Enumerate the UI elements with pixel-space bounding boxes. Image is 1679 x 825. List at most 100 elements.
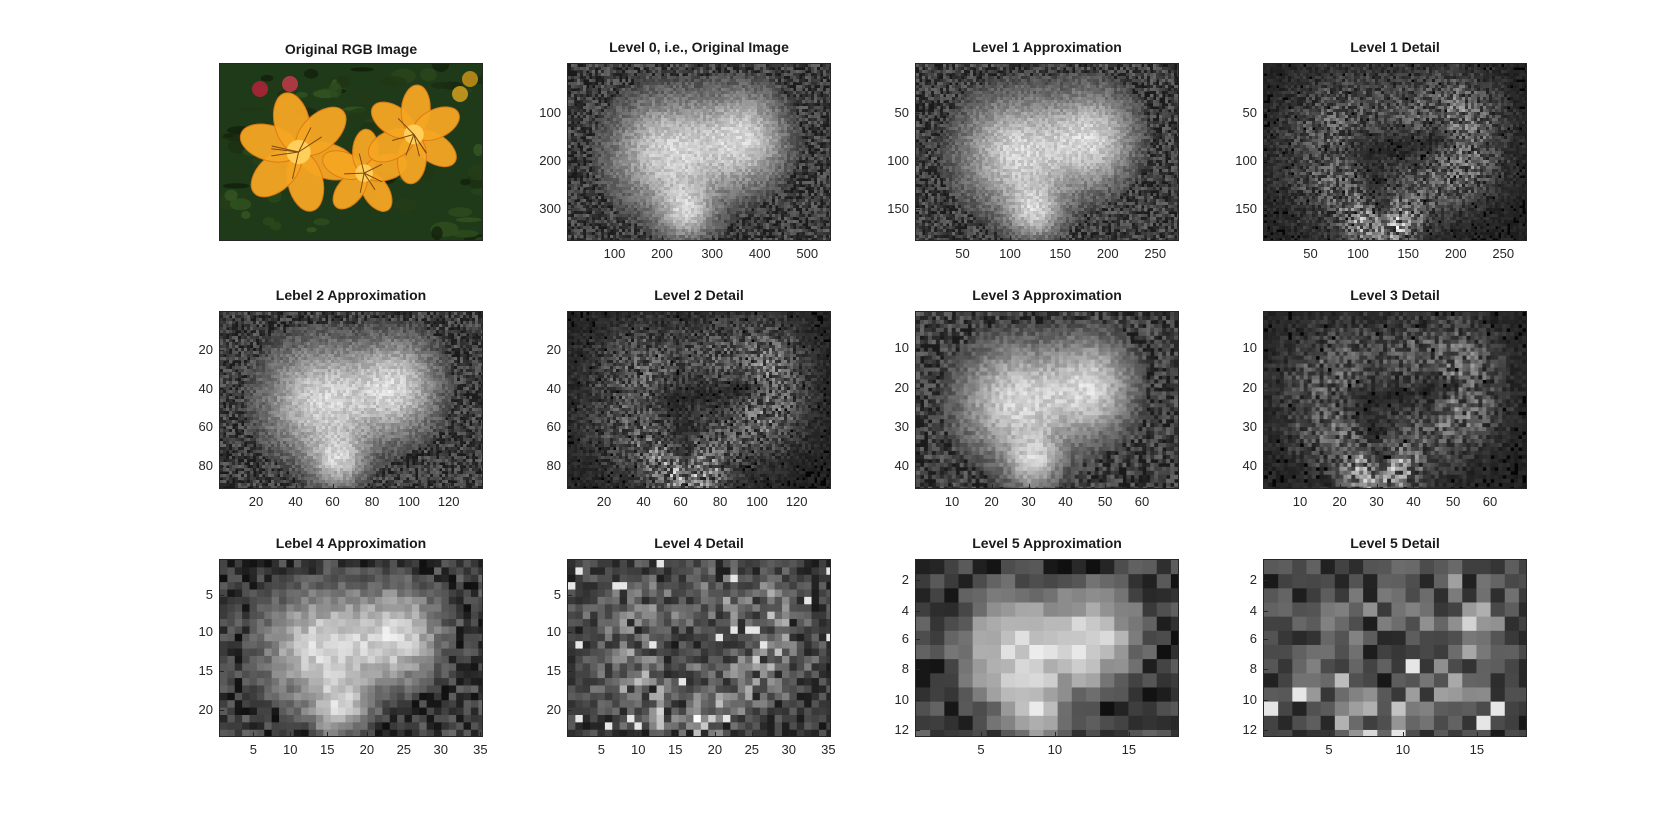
y-tick-mark: [568, 350, 572, 352]
x-tick-mark: [1476, 732, 1478, 736]
y-tick-mark: [568, 160, 572, 162]
x-tick-mark: [720, 484, 722, 488]
x-tick-mark: [614, 236, 616, 240]
x-tick-label: 100: [1338, 246, 1378, 261]
y-tick-mark: [568, 710, 572, 712]
y-tick-mark: [1264, 699, 1268, 701]
y-tick-label: 100: [869, 153, 909, 168]
y-tick-mark: [568, 594, 572, 596]
x-tick-label: 20: [1320, 494, 1360, 509]
y-tick-mark: [916, 348, 920, 350]
y-tick-mark: [916, 639, 920, 641]
y-tick-mark: [220, 631, 224, 633]
y-tick-label: 20: [521, 342, 561, 357]
x-tick-label: 20: [584, 494, 624, 509]
y-tick-label: 30: [869, 419, 909, 434]
y-tick-label: 60: [173, 419, 213, 434]
y-tick-mark: [568, 671, 572, 673]
y-tick-mark: [1264, 112, 1268, 114]
image-l3d: [1264, 312, 1526, 488]
panel-title-l2a: Lebel 2 Approximation: [219, 287, 483, 303]
x-tick-label: 50: [1291, 246, 1331, 261]
x-tick-mark: [643, 484, 645, 488]
panel-title-l1a: Level 1 Approximation: [915, 39, 1179, 55]
x-tick-mark: [1310, 236, 1312, 240]
image-l3a: [916, 312, 1178, 488]
y-tick-label: 100: [1217, 153, 1257, 168]
panel-title-rgb: Original RGB Image: [219, 41, 483, 57]
x-tick-mark: [332, 484, 334, 488]
y-tick-mark: [1264, 729, 1268, 731]
x-tick-mark: [991, 484, 993, 488]
x-tick-label: 30: [769, 742, 809, 757]
x-tick-label: 100: [389, 494, 429, 509]
x-tick-mark: [603, 484, 605, 488]
y-tick-label: 10: [1217, 340, 1257, 355]
y-tick-mark: [1264, 387, 1268, 389]
x-tick-label: 15: [1109, 742, 1149, 757]
x-tick-mark: [327, 732, 329, 736]
x-tick-label: 15: [307, 742, 347, 757]
x-tick-label: 25: [732, 742, 772, 757]
x-tick-label: 50: [1433, 494, 1473, 509]
y-tick-mark: [220, 594, 224, 596]
x-tick-label: 15: [1457, 742, 1497, 757]
panel-title-l2d: Level 2 Detail: [567, 287, 831, 303]
x-tick-label: 100: [990, 246, 1030, 261]
x-tick-label: 200: [1088, 246, 1128, 261]
y-tick-label: 200: [521, 153, 561, 168]
y-tick-label: 20: [521, 702, 561, 717]
x-tick-mark: [1010, 236, 1012, 240]
x-tick-label: 35: [808, 742, 848, 757]
y-tick-mark: [1264, 208, 1268, 210]
image-l2a: [220, 312, 482, 488]
x-tick-label: 10: [1383, 742, 1423, 757]
x-tick-mark: [1339, 484, 1341, 488]
x-tick-mark: [1413, 484, 1415, 488]
y-tick-label: 12: [869, 722, 909, 737]
x-tick-mark: [1128, 732, 1130, 736]
image-l4d: [568, 560, 830, 736]
x-tick-mark: [1299, 484, 1301, 488]
image-axes-l5d: [1263, 559, 1527, 737]
x-tick-label: 60: [661, 494, 701, 509]
x-tick-label: 40: [276, 494, 316, 509]
image-axes-l3d: [1263, 311, 1527, 489]
y-tick-label: 30: [1217, 419, 1257, 434]
x-tick-mark: [796, 484, 798, 488]
x-tick-mark: [255, 484, 257, 488]
x-tick-mark: [1402, 732, 1404, 736]
x-tick-mark: [1503, 236, 1505, 240]
y-tick-mark: [568, 112, 572, 114]
x-tick-mark: [1376, 484, 1378, 488]
x-tick-label: 120: [777, 494, 817, 509]
image-axes-l4d: [567, 559, 831, 737]
y-tick-label: 40: [173, 381, 213, 396]
y-tick-label: 8: [1217, 661, 1257, 676]
x-tick-label: 5: [1309, 742, 1349, 757]
y-tick-label: 4: [869, 603, 909, 618]
y-tick-label: 2: [869, 572, 909, 587]
x-tick-mark: [366, 732, 368, 736]
y-tick-mark: [916, 387, 920, 389]
y-tick-label: 20: [173, 702, 213, 717]
y-tick-label: 5: [521, 587, 561, 602]
x-tick-label: 10: [932, 494, 972, 509]
x-tick-mark: [807, 236, 809, 240]
y-tick-label: 100: [521, 105, 561, 120]
x-tick-mark: [1142, 484, 1144, 488]
x-tick-label: 30: [1357, 494, 1397, 509]
x-tick-label: 5: [233, 742, 273, 757]
x-tick-mark: [751, 732, 753, 736]
x-tick-label: 60: [313, 494, 353, 509]
y-tick-mark: [916, 160, 920, 162]
x-tick-label: 50: [1085, 494, 1125, 509]
x-tick-mark: [1054, 732, 1056, 736]
x-tick-label: 35: [460, 742, 500, 757]
x-tick-label: 25: [384, 742, 424, 757]
y-tick-mark: [1264, 426, 1268, 428]
y-tick-mark: [916, 729, 920, 731]
y-tick-label: 20: [173, 342, 213, 357]
y-tick-mark: [220, 671, 224, 673]
y-tick-label: 300: [521, 201, 561, 216]
